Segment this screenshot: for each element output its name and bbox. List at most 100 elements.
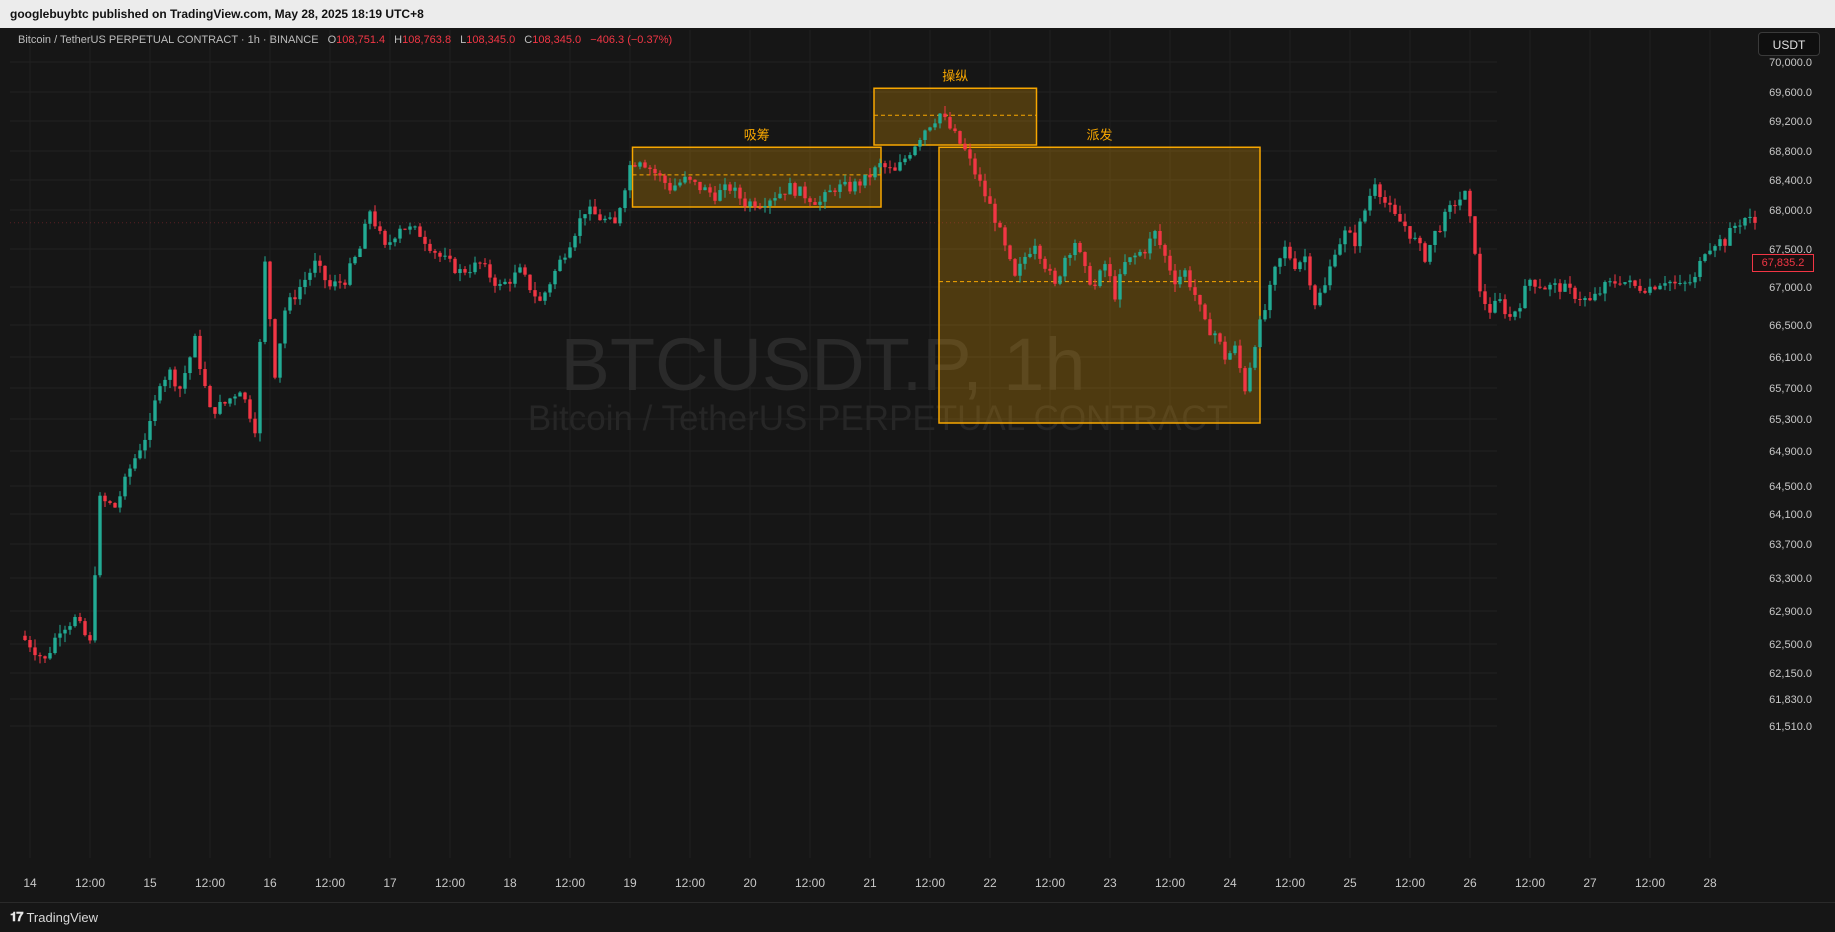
candle-body xyxy=(1043,258,1047,269)
currency-button[interactable]: USDT xyxy=(1758,32,1820,56)
candle-body xyxy=(1498,299,1502,301)
candle-body xyxy=(553,270,557,285)
candle-body xyxy=(1273,266,1277,285)
x-tick-label: 12:00 xyxy=(675,876,705,890)
x-tick-label: 12:00 xyxy=(1635,876,1665,890)
candle-body xyxy=(43,656,47,659)
candle-body xyxy=(718,190,722,201)
candle-body xyxy=(1318,292,1322,306)
candle-body xyxy=(583,214,587,219)
candle-body xyxy=(1488,304,1492,313)
candle-body xyxy=(658,173,662,176)
candle-body xyxy=(1143,251,1147,254)
candle-body xyxy=(68,626,72,630)
candle-body xyxy=(1063,257,1067,277)
x-tick-label: 26 xyxy=(1463,876,1477,890)
candle-body xyxy=(578,218,582,236)
x-tick-label: 22 xyxy=(983,876,997,890)
candle-body xyxy=(193,335,197,358)
candle-body xyxy=(1138,251,1142,256)
candle-body xyxy=(983,180,987,197)
candle-body xyxy=(33,647,37,656)
x-tick-label: 12:00 xyxy=(1515,876,1545,890)
candle-body xyxy=(923,130,927,140)
candle-body xyxy=(208,386,212,408)
candle-body xyxy=(373,211,377,227)
y-tick-label: 64,500.0 xyxy=(1769,481,1812,493)
candle-body xyxy=(1603,282,1607,294)
candle-body xyxy=(773,198,777,201)
candle-body xyxy=(848,181,852,192)
candle-body xyxy=(838,184,842,192)
candle-body xyxy=(503,281,507,285)
candle-body xyxy=(1263,310,1267,320)
x-tick-label: 21 xyxy=(863,876,877,890)
candle-body xyxy=(743,198,747,207)
candle-body xyxy=(1338,244,1342,255)
candle-body xyxy=(1408,226,1412,239)
x-tick-label: 17 xyxy=(383,876,397,890)
candle-body xyxy=(1013,259,1017,276)
tradingview-brand[interactable]: 𝟏𝟕 TradingView xyxy=(10,909,98,925)
candle-body xyxy=(883,163,887,168)
y-tick-label: 68,800.0 xyxy=(1769,146,1812,158)
candle-body xyxy=(1053,270,1057,284)
candle-body xyxy=(408,226,412,230)
candle-body xyxy=(1253,347,1257,368)
candle-body xyxy=(1183,270,1187,277)
candle-body xyxy=(863,174,867,186)
y-tick-label: 70,000.0 xyxy=(1769,57,1812,69)
x-tick-label: 23 xyxy=(1103,876,1117,890)
candle-body xyxy=(328,280,332,287)
y-tick-label: 62,500.0 xyxy=(1769,639,1812,651)
candle-body xyxy=(963,143,967,150)
candle-body xyxy=(1593,293,1597,301)
chart-area[interactable]: BTCUSDT.P, 1h Bitcoin / TetherUS PERPETUA… xyxy=(0,28,1835,902)
candle-body xyxy=(1713,246,1717,251)
candle-body xyxy=(63,629,67,634)
candle-body xyxy=(1588,298,1592,301)
candle-body xyxy=(998,222,1002,228)
watermark-name: Bitcoin / TetherUS PERPETUAL CONTRACT xyxy=(528,399,1228,438)
candle-body xyxy=(88,635,92,641)
candle-body xyxy=(263,261,267,342)
candle-body xyxy=(1688,282,1692,284)
candle-body xyxy=(1568,283,1572,288)
candle-body xyxy=(1163,245,1167,256)
candle-body xyxy=(118,496,122,508)
candle-body xyxy=(1503,299,1507,315)
candle-body xyxy=(548,284,552,293)
candle-body xyxy=(1023,256,1027,264)
candle-body xyxy=(1333,254,1337,267)
candle-body xyxy=(973,158,977,175)
candle-body xyxy=(168,369,172,380)
candle-body xyxy=(1118,274,1122,300)
y-tick-label: 67,000.0 xyxy=(1769,282,1812,294)
candle-body xyxy=(873,167,877,178)
candle-body xyxy=(1733,225,1737,229)
candle-body xyxy=(93,575,97,641)
candle-body xyxy=(823,192,827,202)
x-tick-label: 12:00 xyxy=(1275,876,1305,890)
candle-body xyxy=(1633,280,1637,286)
candle-body xyxy=(1678,282,1682,284)
candle-body xyxy=(438,252,442,257)
candle-body xyxy=(173,369,177,387)
x-tick-label: 20 xyxy=(743,876,757,890)
candle-body xyxy=(1383,197,1387,203)
candle-body xyxy=(128,468,132,477)
candle-body xyxy=(428,243,432,251)
candle-body xyxy=(778,193,782,199)
candle-body xyxy=(648,167,652,169)
candle-body xyxy=(708,187,712,193)
y-tick-label: 62,150.0 xyxy=(1769,668,1812,680)
candle-body xyxy=(888,167,892,169)
candle-body xyxy=(273,319,277,378)
open-value: 108,751.4 xyxy=(336,34,386,46)
candle-body xyxy=(568,247,572,258)
candle-body xyxy=(1028,253,1032,257)
candle-body xyxy=(1123,262,1127,275)
x-tick-label: 12:00 xyxy=(555,876,585,890)
candle-body xyxy=(713,192,717,201)
